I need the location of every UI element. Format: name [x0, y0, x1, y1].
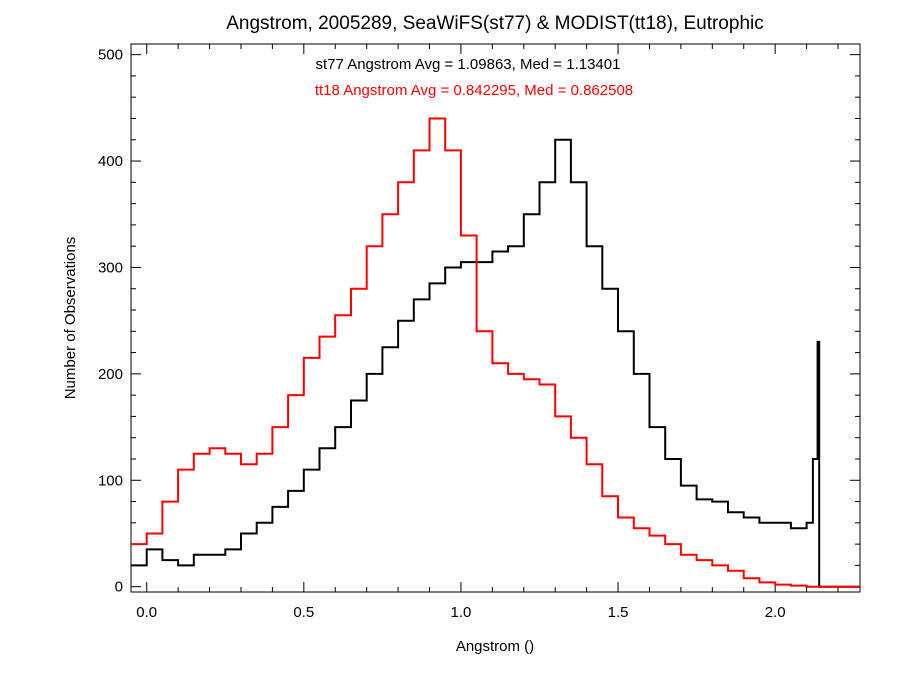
- y-tick-label: 300: [98, 259, 123, 276]
- x-tick-label: 0.5: [293, 604, 314, 621]
- annotation-tt18: tt18 Angstrom Avg = 0.842295, Med = 0.86…: [315, 82, 633, 99]
- x-tick-label: 1.5: [608, 604, 629, 621]
- x-tick-label: 2.0: [765, 604, 786, 621]
- annotation-st77: st77 Angstrom Avg = 1.09863, Med = 1.134…: [316, 56, 621, 73]
- axis-ticks: [131, 44, 860, 592]
- chart-title: Angstrom, 2005289, SeaWiFS(st77) & MODIS…: [226, 13, 763, 34]
- plot-area: [130, 43, 861, 593]
- y-tick-label: 500: [98, 47, 123, 64]
- y-tick-label: 400: [98, 153, 123, 170]
- x-tick-label: 1.0: [451, 604, 472, 621]
- y-tick-labels: 0 100 200 300 400 500: [98, 47, 123, 596]
- series-line-0: [131, 138, 860, 588]
- series-line-1: [131, 117, 860, 588]
- x-tick-labels: 0.0 0.5 1.0 1.5 2.0: [136, 604, 785, 621]
- y-tick-label: 200: [98, 366, 123, 383]
- y-axis-title: Number of Observations: [62, 237, 79, 400]
- y-tick-label: 0: [115, 579, 123, 596]
- y-tick-label: 100: [98, 472, 123, 489]
- series-group: [131, 117, 860, 588]
- x-tick-label: 0.0: [136, 604, 157, 621]
- x-axis-title: Angstrom (): [456, 638, 534, 655]
- plot-frame: [130, 43, 861, 593]
